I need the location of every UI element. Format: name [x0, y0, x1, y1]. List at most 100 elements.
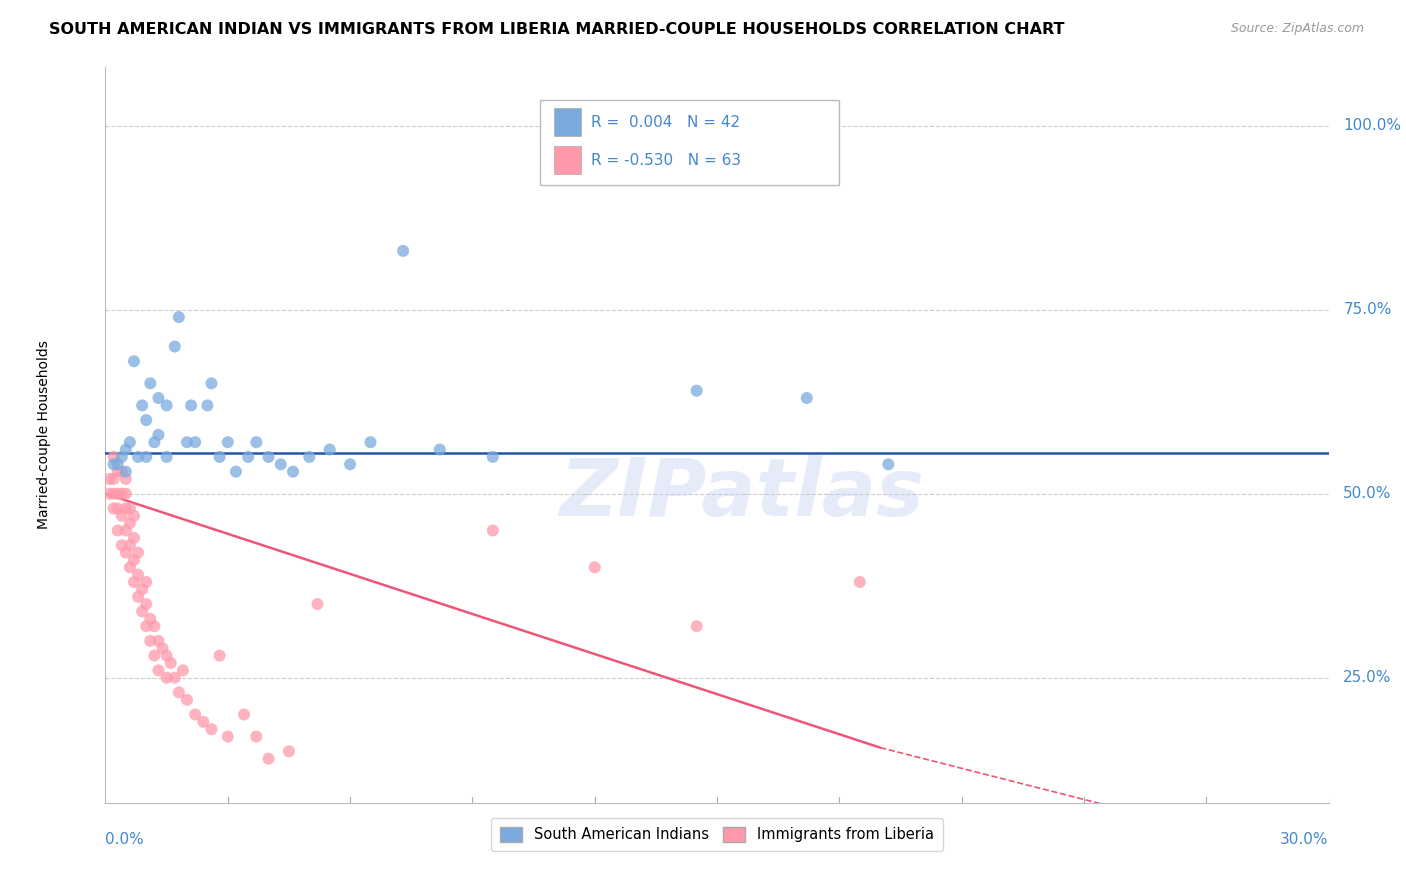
Point: [135, 619, 157, 633]
Point: [127, 545, 149, 560]
Point: [115, 524, 138, 538]
Point: [115, 442, 138, 457]
Point: [131, 398, 153, 412]
Point: [148, 391, 170, 405]
Point: [236, 450, 259, 464]
Point: [200, 376, 222, 391]
Point: [167, 310, 190, 325]
FancyBboxPatch shape: [554, 146, 581, 174]
Point: [176, 692, 198, 706]
Point: [298, 450, 321, 464]
Point: [107, 501, 129, 516]
Point: [217, 730, 239, 744]
Text: R =  0.004   N = 42: R = 0.004 N = 42: [591, 114, 740, 129]
Point: [172, 664, 194, 678]
Point: [139, 612, 162, 626]
Point: [195, 398, 219, 412]
Point: [103, 472, 125, 486]
Text: 100.0%: 100.0%: [1343, 119, 1402, 133]
Point: [163, 671, 186, 685]
Point: [163, 340, 186, 354]
Point: [103, 450, 125, 464]
Point: [148, 633, 170, 648]
Point: [139, 633, 162, 648]
Point: [686, 619, 709, 633]
Point: [270, 457, 292, 471]
Point: [118, 501, 141, 516]
Point: [257, 450, 280, 464]
Point: [135, 597, 157, 611]
Point: [122, 354, 145, 368]
Point: [143, 648, 166, 663]
Point: [208, 648, 231, 663]
Text: 0.0%: 0.0%: [105, 832, 145, 847]
Point: [481, 524, 503, 538]
Legend: South American Indians, Immigrants from Liberia: South American Indians, Immigrants from …: [492, 818, 942, 851]
Point: [184, 435, 207, 450]
Point: [127, 590, 149, 604]
Point: [111, 508, 134, 523]
Point: [135, 574, 157, 589]
Point: [167, 685, 190, 699]
Point: [307, 597, 329, 611]
Point: [118, 560, 141, 574]
Point: [131, 582, 153, 597]
Point: [233, 707, 256, 722]
Point: [122, 574, 145, 589]
Point: [257, 751, 280, 765]
Point: [245, 435, 267, 450]
Text: Married-couple Households: Married-couple Households: [38, 341, 51, 529]
Point: [135, 413, 157, 427]
Point: [111, 538, 134, 552]
Point: [877, 457, 900, 471]
Point: [200, 723, 222, 737]
Point: [339, 457, 361, 471]
Point: [115, 472, 138, 486]
Point: [155, 450, 177, 464]
Point: [360, 435, 382, 450]
Point: [143, 619, 166, 633]
Point: [849, 574, 872, 589]
Text: 30.0%: 30.0%: [1281, 832, 1329, 847]
Point: [159, 656, 181, 670]
Point: [103, 487, 125, 501]
Point: [98, 472, 121, 486]
Point: [155, 648, 177, 663]
Point: [127, 450, 149, 464]
Point: [111, 487, 134, 501]
Point: [118, 516, 141, 530]
Point: [208, 450, 231, 464]
Point: [127, 567, 149, 582]
Text: Source: ZipAtlas.com: Source: ZipAtlas.com: [1230, 22, 1364, 36]
Point: [245, 730, 267, 744]
Point: [107, 465, 129, 479]
Point: [107, 487, 129, 501]
Point: [225, 465, 247, 479]
Point: [193, 714, 215, 729]
Point: [155, 671, 177, 685]
Point: [111, 450, 134, 464]
Point: [152, 641, 174, 656]
Point: [217, 435, 239, 450]
Point: [139, 376, 162, 391]
Point: [111, 465, 134, 479]
Point: [115, 487, 138, 501]
Point: [686, 384, 709, 398]
Point: [281, 465, 304, 479]
Point: [278, 744, 301, 758]
Point: [184, 707, 207, 722]
Point: [148, 428, 170, 442]
Point: [583, 560, 606, 574]
Point: [115, 545, 138, 560]
Point: [118, 538, 141, 552]
Point: [392, 244, 415, 258]
Point: [180, 398, 202, 412]
Point: [118, 435, 141, 450]
Text: 50.0%: 50.0%: [1343, 486, 1392, 501]
Point: [122, 553, 145, 567]
Text: 75.0%: 75.0%: [1343, 302, 1392, 318]
Point: [481, 450, 503, 464]
Point: [176, 435, 198, 450]
Point: [318, 442, 342, 457]
Text: R = -0.530   N = 63: R = -0.530 N = 63: [591, 153, 741, 168]
